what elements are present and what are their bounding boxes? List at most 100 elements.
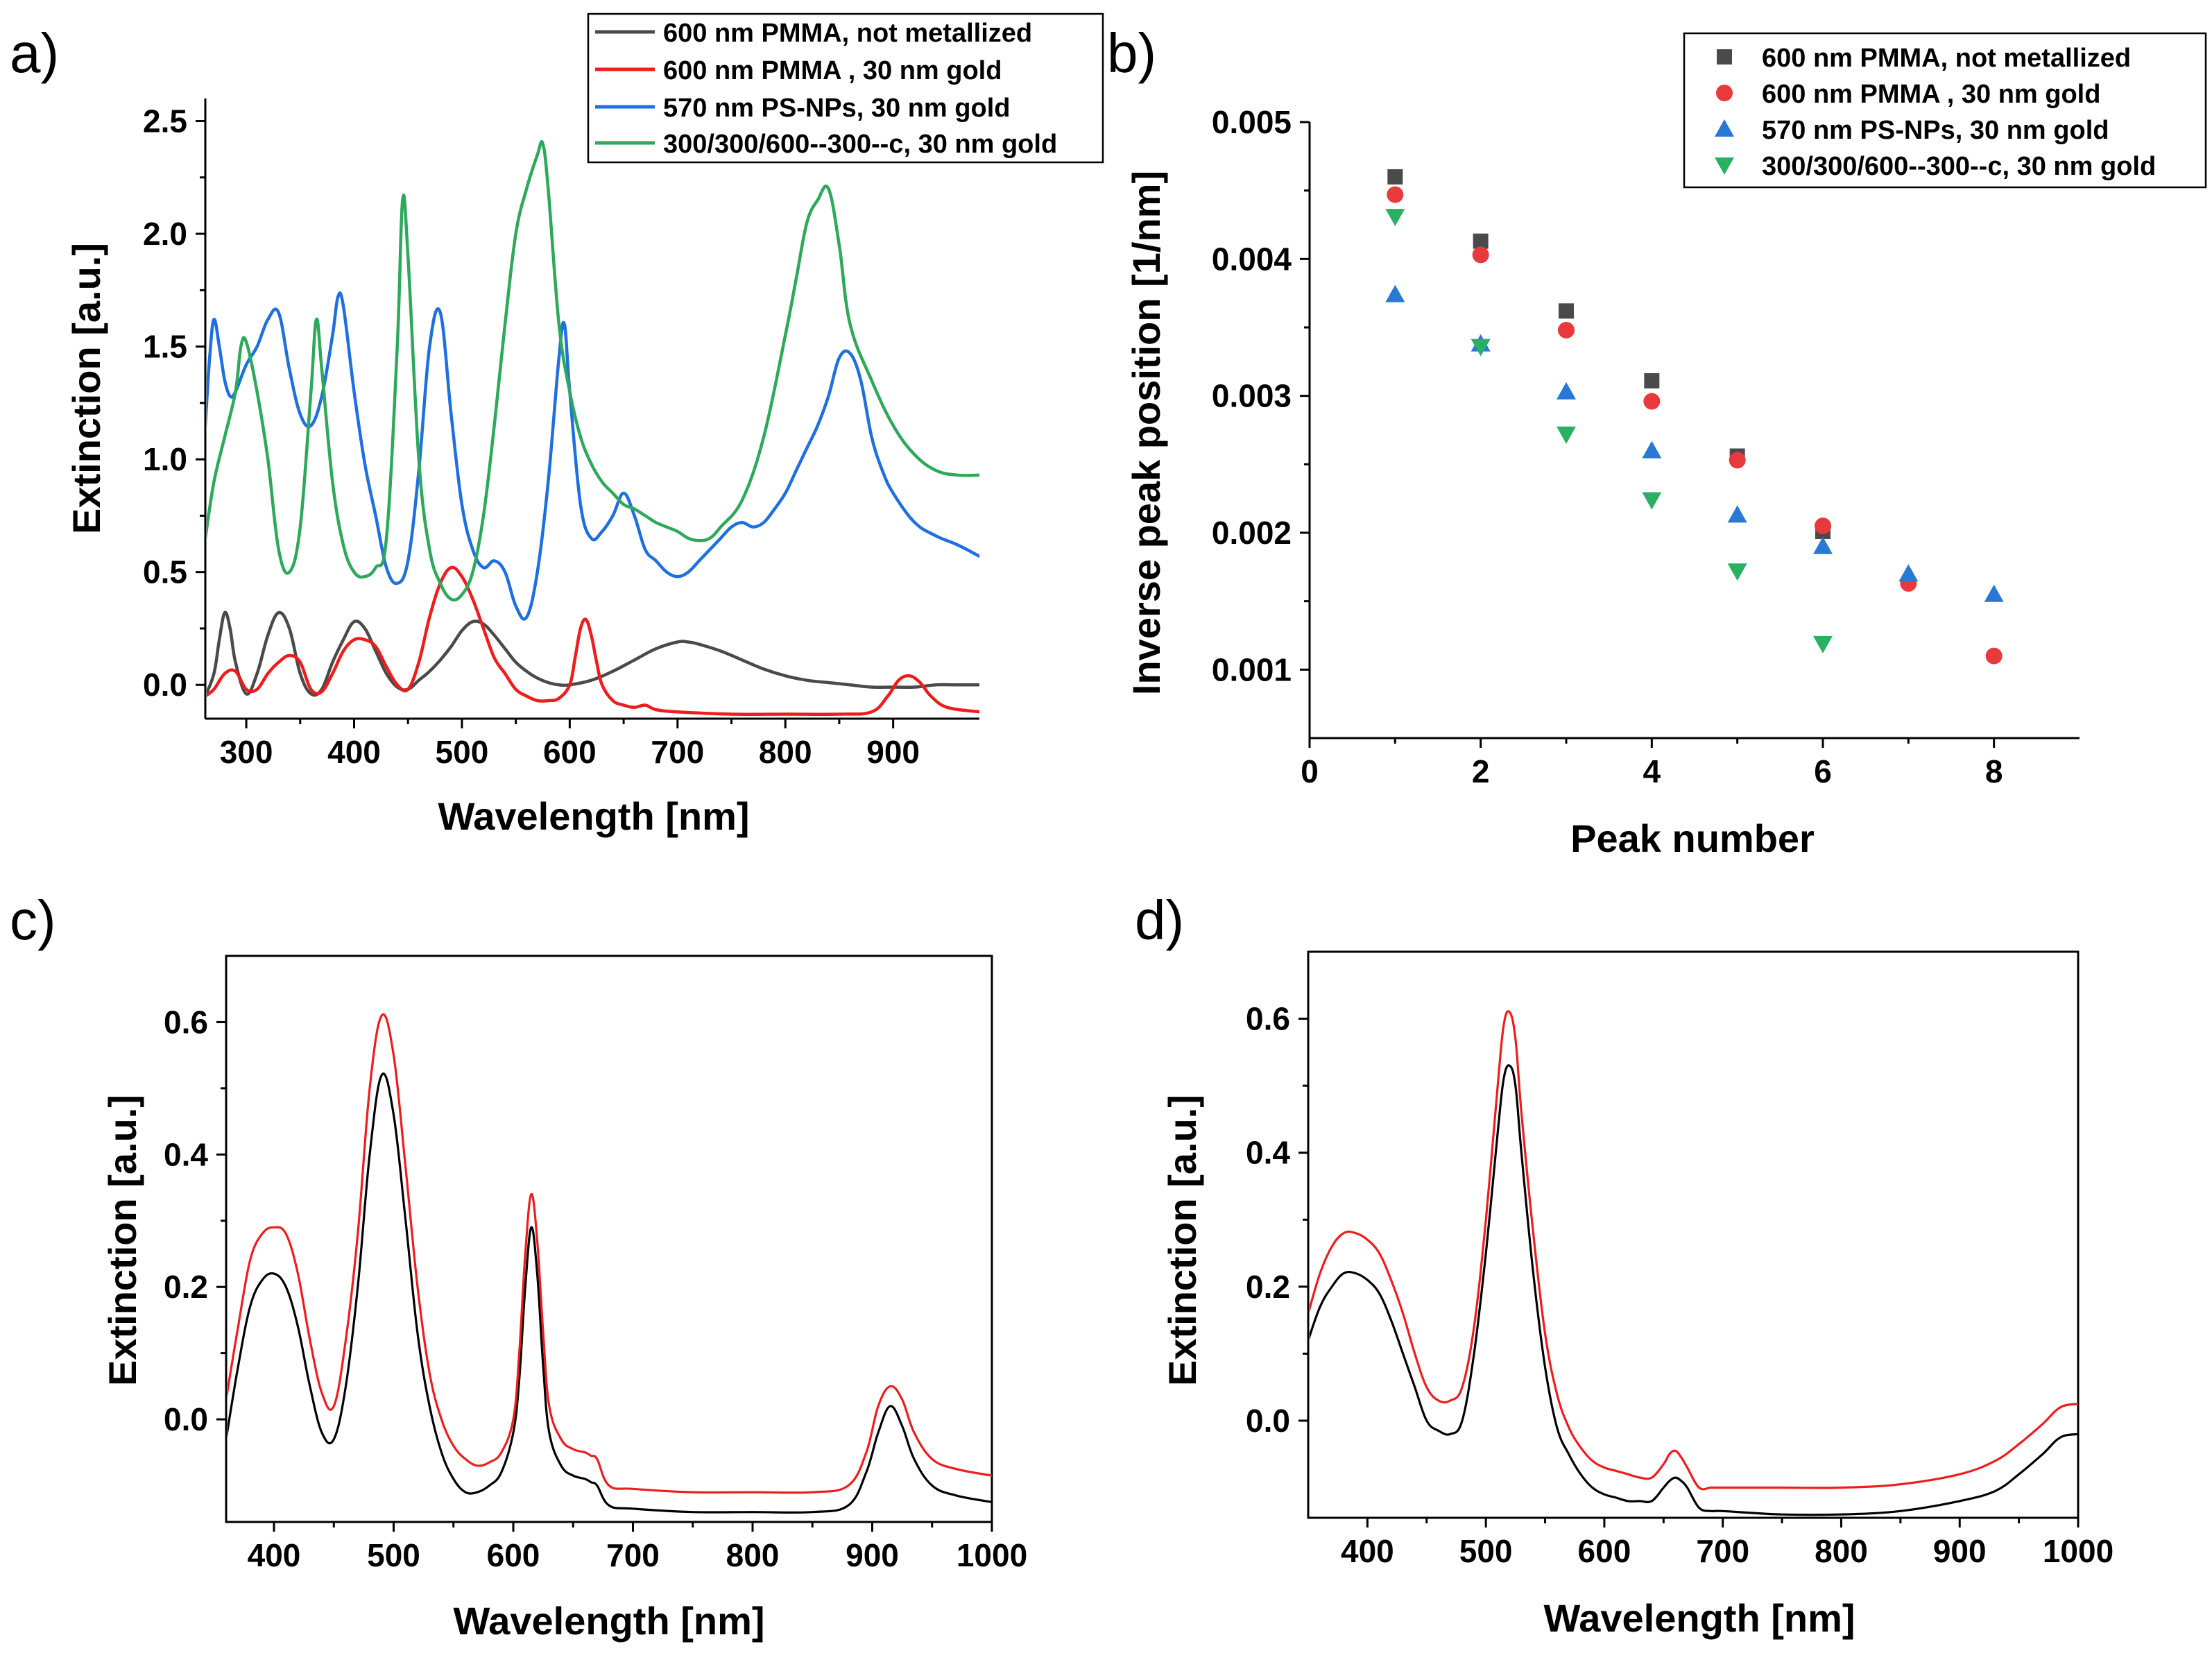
panel-d-xlabel: Wavelength [nm] [1543, 1596, 1855, 1640]
legend-a-label-1: 600 nm PMMA , 30 nm gold [663, 56, 1002, 85]
legend-b-marker-0 [1717, 49, 1732, 65]
panel-a-series-1-line [207, 565, 979, 717]
panel-b-point-3-5 [1813, 635, 1833, 653]
panel-a-ylabel: Extinction [a.u.] [65, 243, 108, 534]
panel-b-point-1-2 [1558, 321, 1575, 339]
y-tick-label: 1.5 [143, 329, 187, 365]
panel-d-label: d) [1135, 889, 1184, 951]
panel-d-ylabel: Extinction [a.u.] [1160, 1095, 1204, 1386]
panel-b-point-3-3 [1642, 492, 1662, 510]
panel-c-series-0-line [228, 1072, 992, 1514]
panel-b-point-2-3 [1642, 440, 1662, 459]
y-tick-label: 2.5 [143, 103, 187, 139]
panel-c-label: c) [10, 889, 56, 951]
legend-b-marker-2 [1715, 119, 1734, 137]
x-tick-label: 500 [1459, 1533, 1513, 1569]
x-tick-label: 600 [543, 734, 597, 770]
panel-b-point-3-4 [1727, 563, 1747, 581]
panel-b-point-3-0 [1385, 209, 1405, 227]
panel-b-point-1-5 [1815, 517, 1831, 535]
panel-b-legend: 600 nm PMMA, not metallized 600 nm PMMA … [1683, 32, 2207, 189]
legend-b-marker-3 [1715, 157, 1734, 175]
y-tick-label: 0.6 [1246, 1001, 1290, 1037]
panel-b-point-0-2 [1559, 303, 1574, 319]
panel-b-point-2-4 [1727, 505, 1747, 523]
panel-b-point-2-0 [1385, 284, 1405, 302]
legend-a-label-3: 300/300/600--300--c, 30 nm gold [663, 130, 1057, 159]
panel-b-point-2-2 [1557, 382, 1576, 400]
y-tick-label: 0.5 [143, 554, 187, 590]
x-tick-label: 0 [1301, 753, 1319, 789]
panel-b-point-2-6 [1898, 564, 1919, 582]
y-tick-label: 0.0 [1246, 1403, 1290, 1439]
x-tick-label: 400 [248, 1537, 301, 1573]
x-tick-label: 2 [1472, 753, 1490, 789]
y-tick-label: 0.001 [1212, 651, 1292, 687]
legend-b-label-3: 300/300/600--300--c, 30 nm gold [1762, 152, 2156, 181]
x-tick-label: 700 [1696, 1533, 1749, 1569]
panel-b-point-3-2 [1557, 426, 1576, 444]
x-tick-label: 8 [1985, 753, 2003, 789]
x-tick-label: 600 [1578, 1533, 1631, 1569]
legend-b-marker-1 [1716, 85, 1733, 101]
panel-c-chart: 400 500 600 700 800 900 1000 0.0 0.2 0.4 0.6 [164, 955, 1027, 1573]
x-tick-label: 1000 [2043, 1533, 2114, 1569]
panel-b-point-0-0 [1387, 169, 1403, 185]
legend-b-label-2: 570 nm PS-NPs, 30 nm gold [1762, 116, 2109, 145]
y-tick-label: 0.2 [1246, 1269, 1290, 1305]
x-tick-label: 400 [327, 734, 381, 770]
panel-b-point-2-5 [1813, 536, 1833, 554]
panel-c-xlabel: Wavelength [nm] [453, 1599, 764, 1643]
x-tick-label: 900 [846, 1537, 899, 1573]
x-tick-label: 1000 [957, 1537, 1027, 1573]
panel-a-series-3-line [207, 139, 979, 602]
panel-a-label: a) [10, 22, 59, 84]
panel-c-series-1-line [228, 1013, 992, 1494]
panel-b-chart: 0 2 4 6 8 0.001 0.002 0.003 0.004 0.005 [1212, 104, 2080, 789]
panel-d-chart: 400 500 600 700 800 900 1000 0.0 0.2 0.4 0.6 [1246, 950, 2114, 1569]
y-tick-label: 0.4 [164, 1136, 208, 1172]
x-tick-label: 800 [726, 1537, 780, 1573]
panel-b-ylabel: Inverse peak position [1/nm] [1124, 171, 1168, 695]
panel-b-legend-box [1683, 32, 2207, 189]
x-tick-label: 800 [1815, 1533, 1868, 1569]
y-tick-label: 0.0 [164, 1401, 208, 1437]
x-tick-label: 600 [487, 1537, 540, 1573]
y-tick-label: 0.2 [164, 1269, 208, 1305]
y-tick-label: 0.4 [1246, 1135, 1290, 1171]
plot-frame [225, 955, 993, 1523]
panel-d-series-1-line [1310, 1010, 2078, 1491]
panel-b-xlabel: Peak number [1570, 816, 1815, 860]
x-tick-label: 6 [1814, 753, 1832, 789]
panel-b-point-1-3 [1643, 393, 1661, 410]
x-tick-label: 500 [436, 734, 489, 770]
x-tick-label: 400 [1341, 1533, 1394, 1569]
x-tick-label: 700 [651, 734, 704, 770]
panel-a-legend-box [587, 12, 1104, 164]
y-tick-label: 0.004 [1212, 241, 1292, 277]
panel-b-point-1-0 [1387, 186, 1404, 203]
panel-b-point-1-7 [1985, 647, 2003, 665]
y-tick-label: 0.0 [143, 667, 187, 703]
x-tick-label: 4 [1643, 753, 1661, 789]
x-tick-label: 900 [866, 734, 920, 770]
panel-d-series-0-line [1310, 1064, 2078, 1516]
panel-b-point-1-1 [1472, 246, 1489, 264]
panel-a-xlabel: Wavelength [nm] [438, 794, 749, 838]
legend-b-label-0: 600 nm PMMA, not metallized [1762, 44, 2131, 73]
panel-b-point-0-1 [1473, 233, 1489, 249]
y-tick-label: 0.005 [1212, 104, 1292, 140]
y-tick-label: 0.002 [1212, 515, 1292, 551]
legend-b-label-1: 600 nm PMMA , 30 nm gold [1762, 80, 2100, 109]
x-tick-label: 700 [606, 1537, 660, 1573]
panel-a-legend: 600 nm PMMA, not metallized 600 nm PMMA … [587, 12, 1104, 164]
x-tick-label: 300 [220, 734, 273, 770]
x-tick-label: 900 [1933, 1533, 1987, 1569]
panel-b-point-2-7 [1984, 584, 2004, 602]
panel-b-point-1-4 [1729, 452, 1746, 469]
x-tick-label: 800 [759, 734, 812, 770]
panel-b-point-0-3 [1644, 373, 1660, 388]
panel-b-label: b) [1107, 22, 1156, 84]
